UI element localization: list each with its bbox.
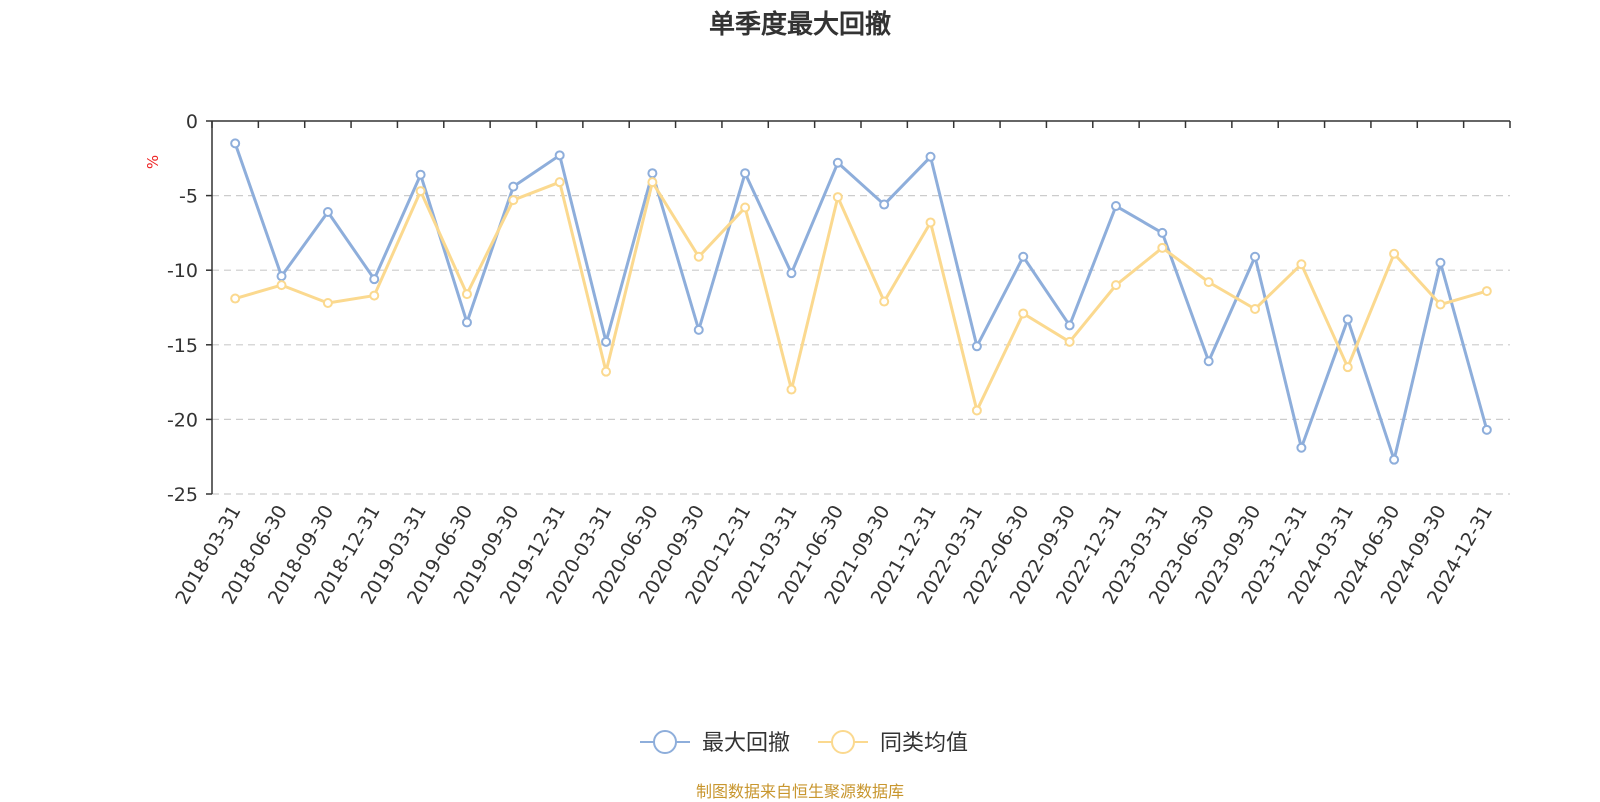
data-point xyxy=(786,268,797,279)
data-point xyxy=(1435,257,1446,268)
y-tick-label: -10 xyxy=(167,260,198,282)
data-point xyxy=(1018,308,1029,319)
data-point xyxy=(1250,303,1261,314)
data-point xyxy=(601,336,612,347)
legend[interactable]: 最大回撤 同类均值 xyxy=(640,730,968,756)
legend-label: 同类均值 xyxy=(880,731,968,756)
data-point xyxy=(276,280,287,291)
y-tick-label: -5 xyxy=(179,186,198,208)
series-line xyxy=(234,180,1488,412)
data-point xyxy=(230,293,241,304)
data-point xyxy=(369,290,380,301)
y-tick-label: -15 xyxy=(167,335,198,357)
legend-item-1[interactable]: 最大回撤 xyxy=(640,730,790,756)
data-point xyxy=(1389,454,1400,465)
data-point xyxy=(1110,201,1121,212)
data-point xyxy=(1110,280,1121,291)
data-point xyxy=(554,150,565,161)
data-point xyxy=(508,195,519,206)
data-point xyxy=(971,405,982,416)
data-point xyxy=(832,157,843,168)
data-point xyxy=(832,192,843,203)
chart-title: 单季度最大回撤 xyxy=(708,10,891,40)
data-point xyxy=(461,317,472,328)
data-point xyxy=(1064,336,1075,347)
data-point xyxy=(508,181,519,192)
data-point xyxy=(971,341,982,352)
data-point xyxy=(1250,251,1261,262)
legend-marker xyxy=(653,730,677,754)
y-axis-unit: % xyxy=(144,155,162,169)
data-point xyxy=(647,177,658,188)
data-point xyxy=(740,168,751,179)
data-point xyxy=(1296,442,1307,453)
grid-layer xyxy=(212,195,1510,495)
data-point xyxy=(740,202,751,213)
series-2 xyxy=(230,177,1492,416)
data-point xyxy=(879,296,890,307)
data-point xyxy=(322,207,333,218)
data-point xyxy=(1157,242,1168,253)
data-point xyxy=(786,384,797,395)
data-point xyxy=(693,251,704,262)
y-tick-label: 0 xyxy=(186,111,198,133)
data-point xyxy=(1157,227,1168,238)
data-point xyxy=(1342,362,1353,373)
y-tick-label: -20 xyxy=(167,409,198,431)
data-point xyxy=(1481,286,1492,297)
series-layer xyxy=(230,138,1492,465)
legend-marker xyxy=(831,730,855,754)
data-point xyxy=(647,168,658,179)
data-point xyxy=(1203,277,1214,288)
data-point xyxy=(1296,259,1307,270)
data-point xyxy=(1018,251,1029,262)
data-point xyxy=(322,298,333,309)
data-point xyxy=(925,151,936,162)
source-note: 制图数据来自恒生聚源数据库 xyxy=(695,782,904,801)
data-point xyxy=(1481,424,1492,435)
legend-label: 最大回撤 xyxy=(702,731,790,756)
data-point xyxy=(230,138,241,149)
data-point xyxy=(415,186,426,197)
series-1 xyxy=(230,138,1492,465)
data-point xyxy=(415,169,426,180)
series-line xyxy=(233,142,1489,462)
data-point xyxy=(461,289,472,300)
data-point xyxy=(1342,314,1353,325)
data-point xyxy=(1435,299,1446,310)
legend-item-2[interactable]: 同类均值 xyxy=(818,730,968,756)
data-point xyxy=(879,199,890,210)
data-point xyxy=(925,217,936,228)
data-point xyxy=(693,324,704,335)
data-point xyxy=(1203,356,1214,367)
data-point xyxy=(369,274,380,285)
data-point xyxy=(554,177,565,188)
data-point xyxy=(601,366,612,377)
data-point xyxy=(1389,248,1400,259)
y-tick-label: -25 xyxy=(167,484,198,506)
data-point xyxy=(1064,320,1075,331)
data-point xyxy=(276,271,287,282)
